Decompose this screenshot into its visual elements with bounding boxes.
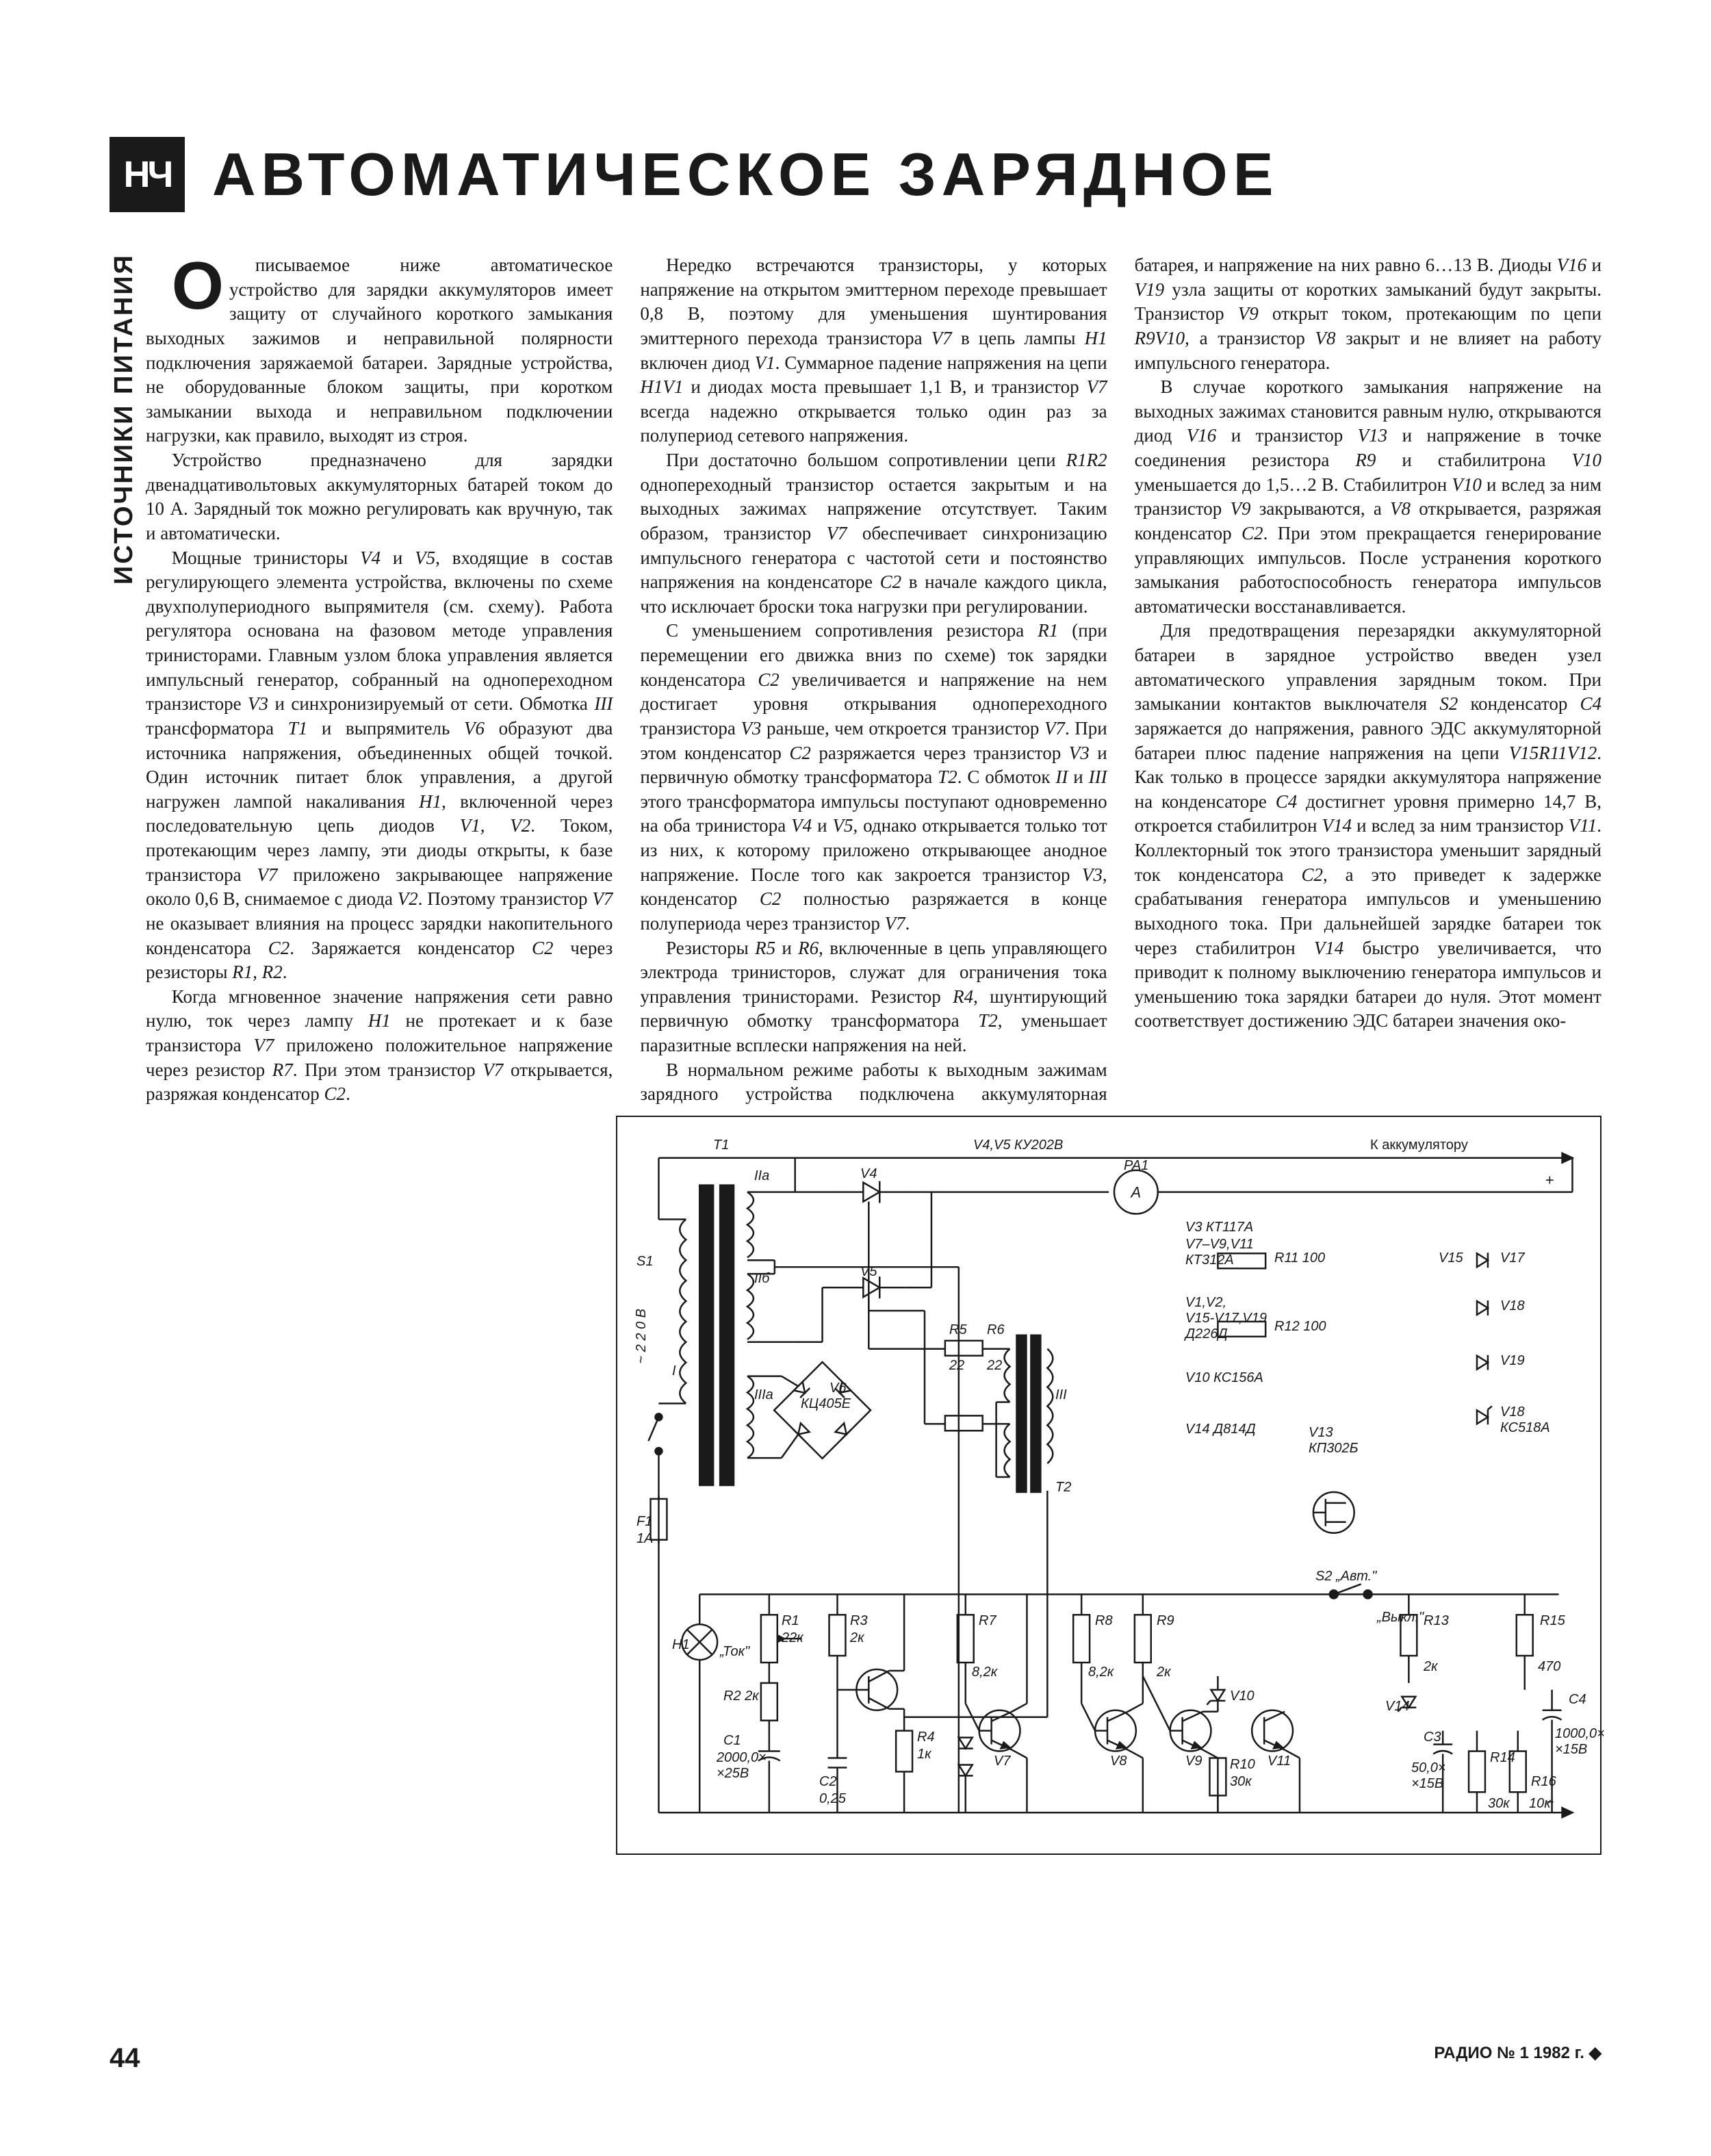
- paragraph: Мощные тринисторы V4 и V5, входящие в со…: [146, 546, 613, 985]
- t1-label: T1: [713, 1138, 729, 1153]
- paragraph: Нередко встречаются транзисторы, у котор…: [640, 253, 1107, 448]
- v18-label: V18 КС518А: [1500, 1404, 1550, 1436]
- v14d-label: V14 Д814Д: [1185, 1422, 1256, 1437]
- v7v9v11-label: V7–V9,V11 КТ312А: [1185, 1237, 1254, 1268]
- c1v-label: 2000,0× ×25В: [717, 1750, 767, 1782]
- c3v-label: 50,0× ×15В: [1411, 1760, 1446, 1792]
- pa1-label: PA1: [1124, 1158, 1148, 1174]
- r10v-label: 30к: [1230, 1774, 1252, 1790]
- v17-label: V17: [1500, 1250, 1525, 1266]
- iib-label: IIб: [754, 1271, 769, 1287]
- f1-label: F1: [636, 1514, 652, 1530]
- h1b-label: H1: [672, 1637, 690, 1653]
- mains-label: ~ 2 2 0 В: [634, 1309, 649, 1364]
- v6t-label: КЦ405Е: [801, 1396, 851, 1412]
- r5-label: R5: [949, 1322, 967, 1338]
- r15v-label: 470: [1538, 1659, 1560, 1675]
- r1-label: R1: [782, 1613, 799, 1629]
- publication-logo: НЧ: [110, 137, 185, 212]
- c2-label: C2: [819, 1774, 837, 1790]
- c2v-label: 0,25: [819, 1791, 846, 1807]
- v14l-label: V14: [1385, 1699, 1410, 1715]
- v15-label: V15: [1439, 1250, 1463, 1266]
- v1v2-label: V1,V2, V15-V17,V19 Д226Д: [1185, 1295, 1267, 1342]
- r4-label: R4: [917, 1730, 935, 1745]
- paragraph: С уменьшением сопротивления резистора R1…: [640, 619, 1107, 936]
- section-label: ИСТОЧНИКИ ПИТАНИЯ: [110, 253, 139, 591]
- v9-label: V9: [1185, 1754, 1202, 1769]
- r9v-label: 2к: [1157, 1665, 1171, 1680]
- r12-label: R12 100: [1274, 1319, 1326, 1335]
- paragraph: Резисторы R5 и R6, включенные в цепь упр…: [640, 936, 1107, 1058]
- s2-label: S2 „Авт.": [1315, 1569, 1376, 1584]
- r7v-label: 8,2к: [972, 1665, 997, 1680]
- r1v-label: 22к: [782, 1630, 803, 1646]
- r14-label: R14: [1490, 1750, 1515, 1766]
- paragraph: При достаточно большом сопротивлении цеп…: [640, 448, 1107, 619]
- to-battery-label: К аккумулятору: [1370, 1138, 1468, 1153]
- c3-label: C3: [1424, 1730, 1441, 1745]
- circuit-schematic: A: [616, 1116, 1601, 1855]
- s1-label: S1: [636, 1254, 653, 1270]
- v3-label: V3 КТ117А: [1185, 1220, 1253, 1235]
- lower-column: [110, 1116, 589, 1855]
- r10-label: R10: [1230, 1757, 1255, 1773]
- paragraph: В случае короткого замыкания напряжение …: [1135, 375, 1601, 619]
- r3-label: R3: [850, 1613, 868, 1629]
- page-number: 44: [110, 2043, 140, 2074]
- v5-label: V5: [860, 1264, 877, 1280]
- paragraph: Описываемое ниже автоматическое устройст…: [146, 253, 613, 448]
- s2off-label: „Выкл.": [1377, 1610, 1424, 1626]
- v18l-label: V18: [1500, 1298, 1525, 1314]
- c4v-label: 1000,0× ×15В: [1555, 1726, 1605, 1758]
- v7-label: V7: [994, 1754, 1010, 1769]
- v6-label: V6: [829, 1381, 846, 1396]
- r11-label: R11 100: [1274, 1250, 1325, 1266]
- r15-label: R15: [1540, 1613, 1565, 1629]
- v10-label: V10 КС156А: [1185, 1370, 1263, 1386]
- paragraph: Для предотвращения перезарядки аккумулят…: [1135, 619, 1601, 1034]
- publication-credit: РАДИО № 1 1982 г. ◆: [1434, 2043, 1601, 2074]
- r8v-label: 8,2к: [1088, 1665, 1114, 1680]
- r8-label: R8: [1095, 1613, 1113, 1629]
- v10l-label: V10: [1230, 1689, 1255, 1704]
- paragraph: Когда мгновенное значение напряжения сет…: [146, 985, 613, 1107]
- r14v-label: 30к: [1488, 1796, 1510, 1812]
- svg-text:+: +: [1545, 1172, 1554, 1189]
- v13-label: V13 КП302Б: [1309, 1425, 1359, 1456]
- v4v5-label: V4,V5 КУ202В: [973, 1138, 1063, 1153]
- v4-label: V4: [860, 1166, 877, 1182]
- iii-label: III: [1055, 1387, 1067, 1403]
- t2-label: T2: [1055, 1480, 1071, 1496]
- r6v-label: 22: [987, 1358, 1002, 1374]
- iiia-label: IIIa: [754, 1387, 773, 1403]
- tok-label: „Ток": [720, 1644, 749, 1660]
- f1v-label: 1A: [636, 1531, 653, 1547]
- page-title: АВТОМАТИЧЕСКОЕ ЗАРЯДНОЕ: [212, 140, 1278, 209]
- r5v-label: 22: [949, 1358, 964, 1374]
- r13-label: R13: [1424, 1613, 1449, 1629]
- article-columns: Описываемое ниже автоматическое устройст…: [146, 253, 1601, 1109]
- r6-label: R6: [987, 1322, 1005, 1338]
- r9-label: R9: [1157, 1613, 1174, 1629]
- v11l-label: V11: [1268, 1754, 1291, 1769]
- paragraph: Устройство предназначено для зарядки две…: [146, 448, 613, 546]
- r16-label: R16: [1531, 1774, 1556, 1790]
- c1-label: C1: [723, 1733, 741, 1749]
- v8-label: V8: [1110, 1754, 1127, 1769]
- svg-text:A: A: [1130, 1184, 1142, 1201]
- r3v-label: 2к: [850, 1630, 864, 1646]
- r16v-label: 10к: [1529, 1796, 1551, 1812]
- iia-label: IIa: [754, 1168, 769, 1184]
- r4v-label: 1к: [917, 1747, 931, 1762]
- r7-label: R7: [979, 1613, 996, 1629]
- v19-label: V19: [1500, 1353, 1525, 1369]
- r2-label: R2 2к: [723, 1689, 759, 1704]
- i-label: I: [672, 1363, 676, 1379]
- c4-label: C4: [1569, 1692, 1586, 1708]
- r13v-label: 2к: [1424, 1659, 1438, 1675]
